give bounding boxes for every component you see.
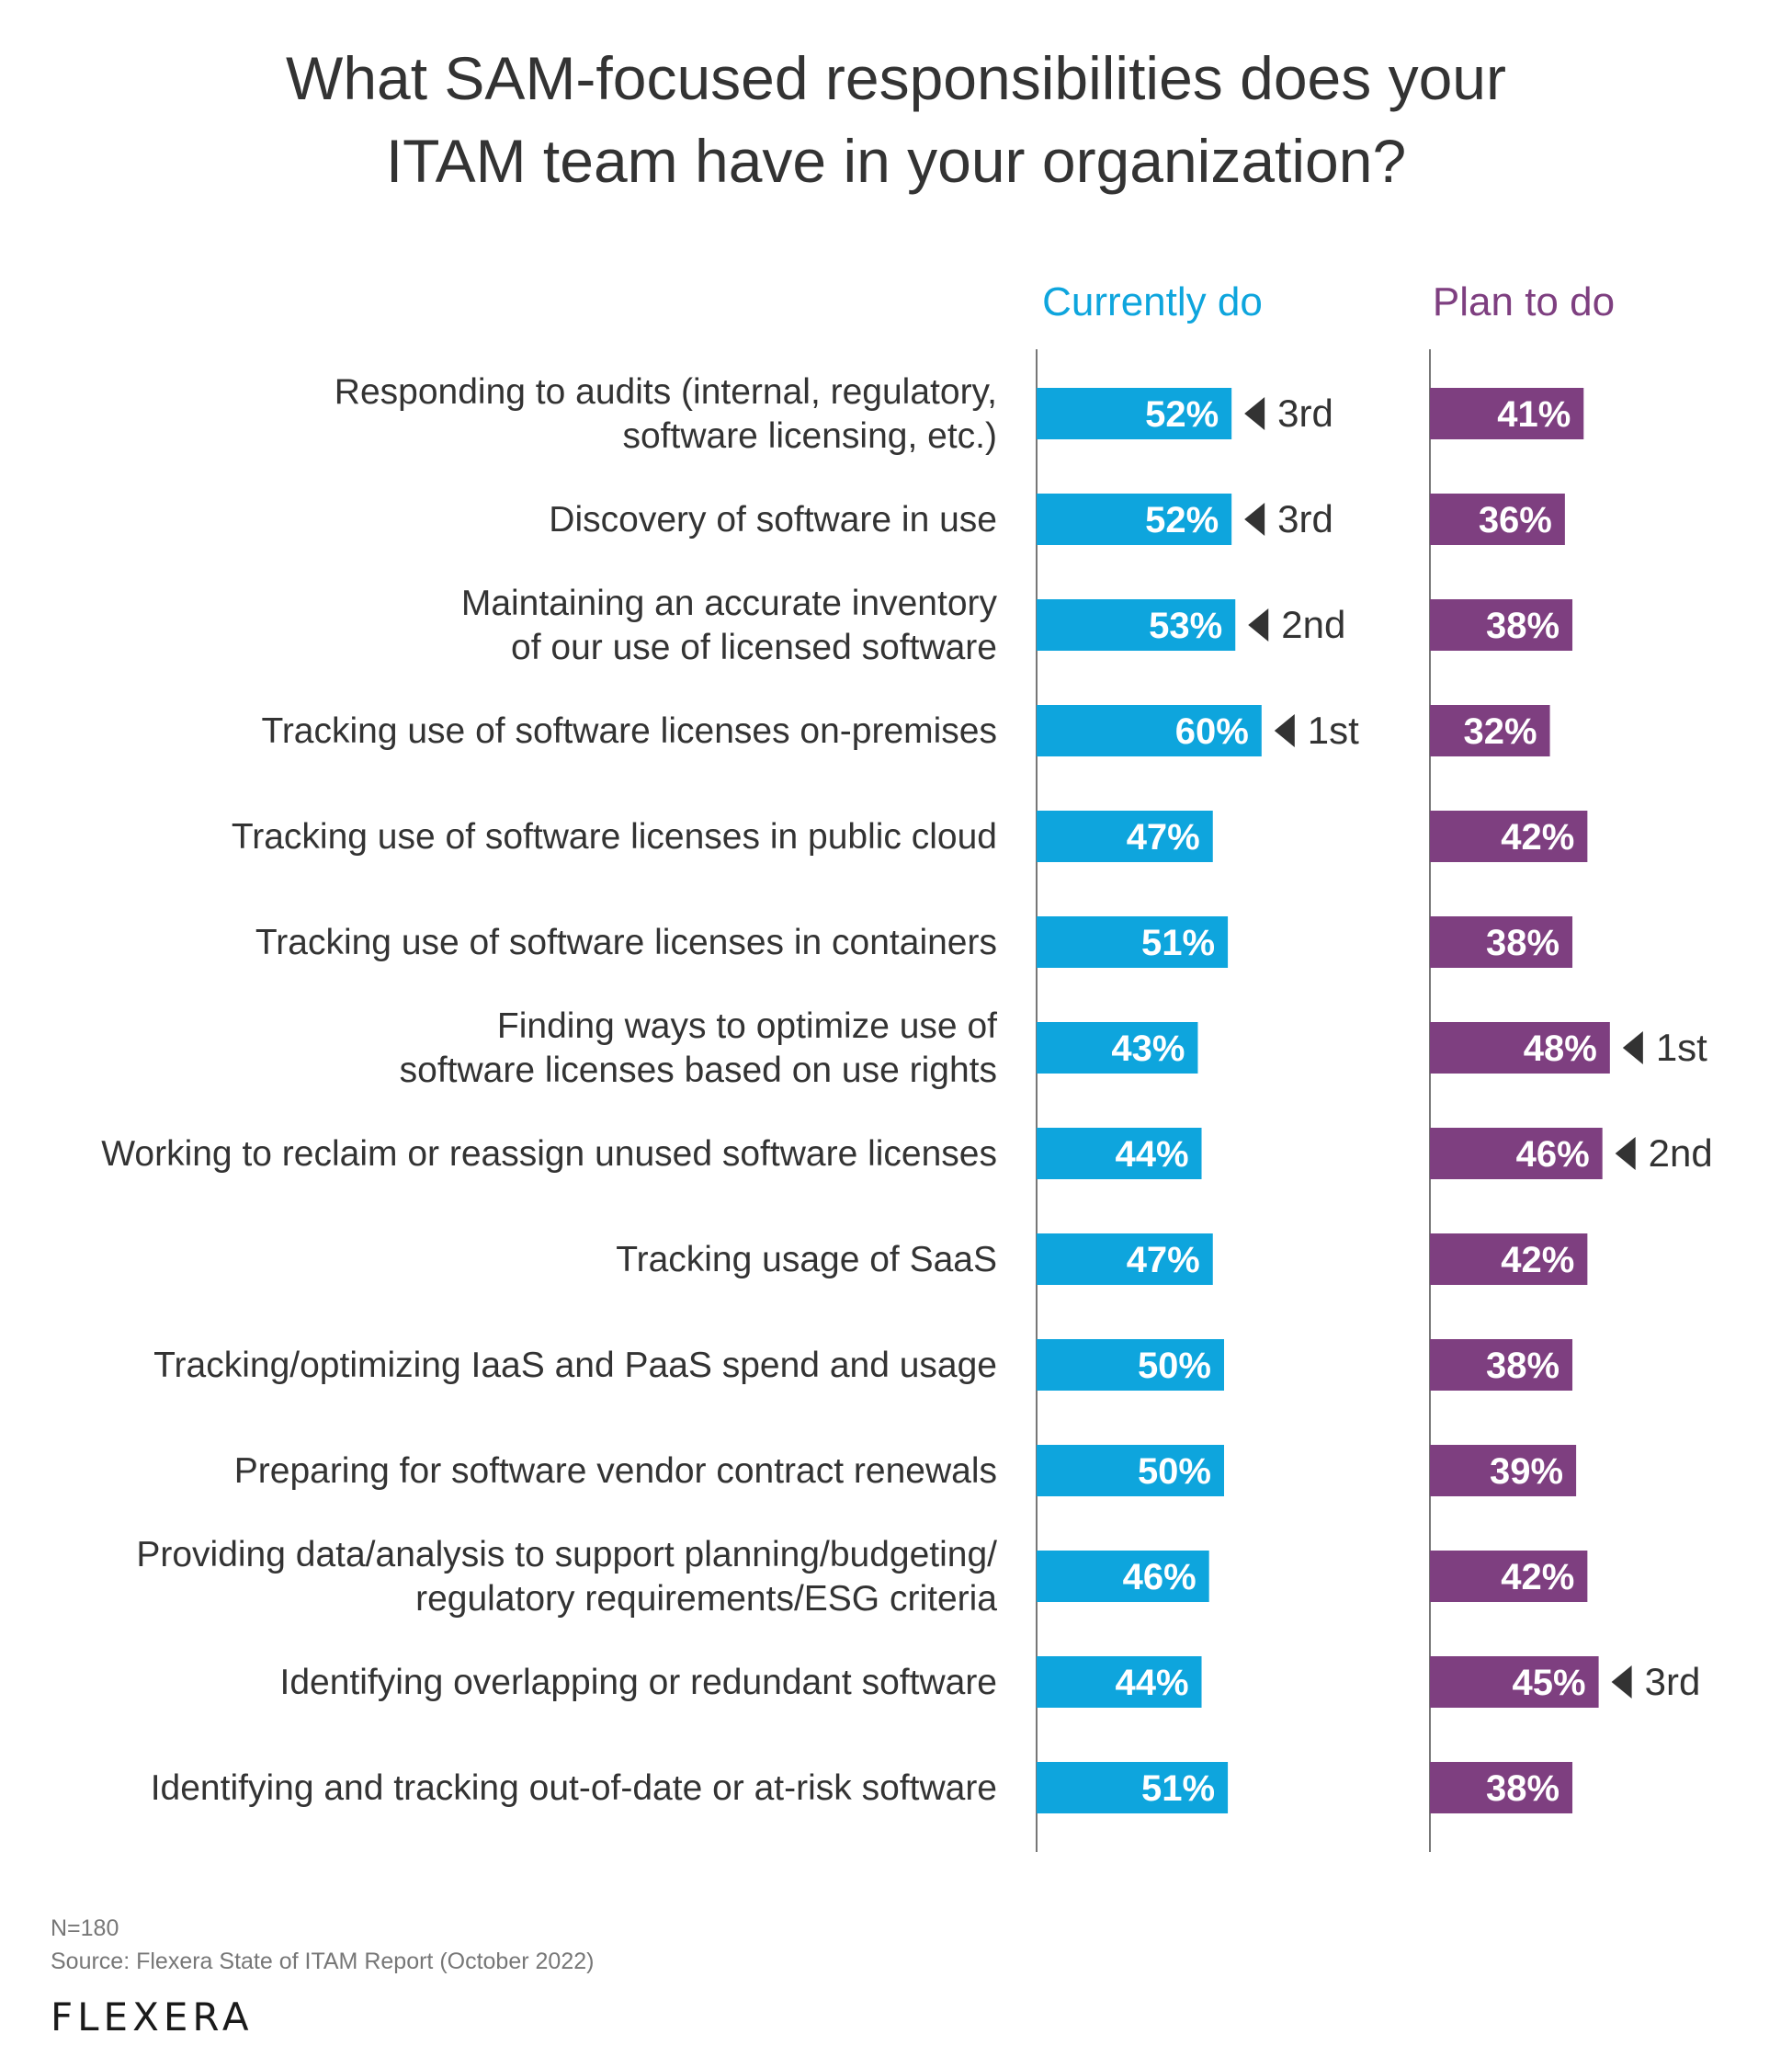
footer: N=180 Source: Flexera State of ITAM Repo… — [51, 1912, 594, 1978]
bar-value-label: 32% — [1463, 711, 1537, 752]
bar-value-label: 42% — [1501, 817, 1574, 858]
bar-value-label: 51% — [1141, 1768, 1215, 1809]
plan-to-do-bar — [1430, 811, 1588, 862]
row-label: software licensing, etc.) — [622, 416, 997, 456]
row-label: Discovery of software in use — [549, 500, 997, 540]
currently-do-bar — [1037, 1022, 1198, 1074]
sample-size-note: N=180 — [51, 1915, 119, 1941]
currently-do-bar — [1037, 599, 1236, 651]
bar-value-label: 41% — [1497, 394, 1571, 435]
bar-value-label: 38% — [1486, 1768, 1559, 1809]
currently-do-bar — [1037, 916, 1229, 968]
bar-value-label: 43% — [1111, 1028, 1185, 1069]
currently-do-bar — [1037, 811, 1213, 862]
currently-do-bar — [1037, 1445, 1224, 1496]
bar-value-label: 44% — [1115, 1134, 1188, 1175]
rank-pointer-icon — [1244, 397, 1265, 430]
plan-to-do-bar — [1430, 705, 1550, 756]
currently-do-bar — [1037, 1128, 1202, 1179]
plan-to-do-bar — [1430, 494, 1565, 545]
currently-do-bar — [1037, 1339, 1224, 1391]
plan-to-do-bar — [1430, 1022, 1610, 1074]
plan-to-do-bar — [1430, 1233, 1588, 1285]
row-label: Tracking use of software licenses in pub… — [232, 817, 997, 857]
plan-to-do-bar — [1430, 1656, 1599, 1708]
currently-do-bar — [1037, 388, 1232, 439]
header-currently-do: Currently do — [1042, 279, 1263, 324]
row-label: Identifying and tracking out-of-date or … — [151, 1768, 997, 1808]
plan-to-do-bar — [1430, 388, 1584, 439]
rank-pointer-icon — [1611, 1665, 1632, 1699]
row-label: software licenses based on use rights — [400, 1051, 997, 1090]
row-label: of our use of licensed software — [511, 628, 997, 667]
row-label: Tracking use of software licenses on-pre… — [261, 711, 997, 751]
rank-pointer-icon — [1244, 503, 1265, 536]
row-label: Identifying overlapping or redundant sof… — [280, 1663, 998, 1702]
bar-value-label: 44% — [1115, 1663, 1188, 1703]
plan-to-do-bar — [1430, 1551, 1588, 1602]
bar-value-label: 45% — [1513, 1663, 1586, 1703]
rank-label: 3rd — [1277, 497, 1333, 540]
bar-value-label: 42% — [1501, 1557, 1574, 1597]
row-label: Providing data/analysis to support plann… — [136, 1535, 997, 1574]
bar-value-label: 38% — [1486, 606, 1559, 646]
bar-value-label: 39% — [1490, 1451, 1563, 1492]
bar-value-label: 42% — [1501, 1240, 1574, 1280]
plan-to-do-bar — [1430, 1445, 1577, 1496]
rank-pointer-icon — [1622, 1031, 1643, 1064]
currently-do-bar — [1037, 1762, 1229, 1813]
currently-do-bar — [1037, 1551, 1209, 1602]
bar-value-label: 50% — [1138, 1346, 1211, 1386]
rank-pointer-icon — [1248, 608, 1269, 642]
currently-do-bar — [1037, 1233, 1213, 1285]
rank-pointer-icon — [1274, 714, 1295, 747]
bar-value-label: 52% — [1145, 394, 1219, 435]
bar-value-label: 38% — [1486, 1346, 1559, 1386]
rank-pointer-icon — [1615, 1137, 1636, 1170]
row-label: Finding ways to optimize use of — [497, 1006, 997, 1046]
bar-value-label: 47% — [1127, 1240, 1200, 1280]
row-label: Responding to audits (internal, regulato… — [335, 372, 997, 412]
bar-value-label: 51% — [1141, 923, 1215, 963]
bar-value-label: 60% — [1175, 711, 1249, 752]
rank-label: 1st — [1656, 1026, 1707, 1069]
bar-value-label: 53% — [1149, 606, 1222, 646]
plan-to-do-bar — [1430, 916, 1573, 968]
rank-label: 2nd — [1281, 603, 1345, 646]
bar-value-label: 46% — [1516, 1134, 1590, 1175]
row-label: Working to reclaim or reassign unused so… — [101, 1134, 997, 1174]
bar-value-label: 48% — [1524, 1028, 1597, 1069]
row-label: Tracking/optimizing IaaS and PaaS spend … — [153, 1346, 997, 1385]
bar-value-label: 50% — [1138, 1451, 1211, 1492]
rank-label: 2nd — [1649, 1131, 1713, 1175]
header-plan-to-do: Plan to do — [1433, 279, 1615, 324]
row-label: Preparing for software vendor contract r… — [234, 1451, 997, 1491]
source-note: Source: Flexera State of ITAM Report (Oc… — [51, 1949, 595, 1974]
bar-value-label: 52% — [1145, 500, 1219, 540]
row-label: Tracking use of software licenses in con… — [255, 923, 997, 962]
plan-to-do-bar — [1430, 1128, 1603, 1179]
row-label: Tracking usage of SaaS — [616, 1240, 997, 1279]
currently-do-bar — [1037, 705, 1262, 756]
rank-label: 1st — [1308, 709, 1359, 752]
flexera-logo: FLEXERA — [51, 1994, 254, 2040]
plan-to-do-bar — [1430, 599, 1573, 651]
chart-title: What SAM-focused responsibilities does y… — [286, 44, 1506, 195]
bar-value-label: 38% — [1486, 923, 1559, 963]
bar-value-label: 36% — [1479, 500, 1552, 540]
row-label: Maintaining an accurate inventory — [461, 584, 998, 623]
row-label: regulatory requirements/ESG criteria — [415, 1579, 997, 1619]
currently-do-bar — [1037, 494, 1232, 545]
plan-to-do-bar — [1430, 1762, 1573, 1813]
bar-value-label: 47% — [1127, 817, 1200, 858]
currently-do-bar — [1037, 1656, 1202, 1708]
rank-label: 3rd — [1277, 392, 1333, 435]
bar-value-label: 46% — [1123, 1557, 1197, 1597]
rank-label: 3rd — [1645, 1660, 1701, 1703]
plan-to-do-bar — [1430, 1339, 1573, 1391]
